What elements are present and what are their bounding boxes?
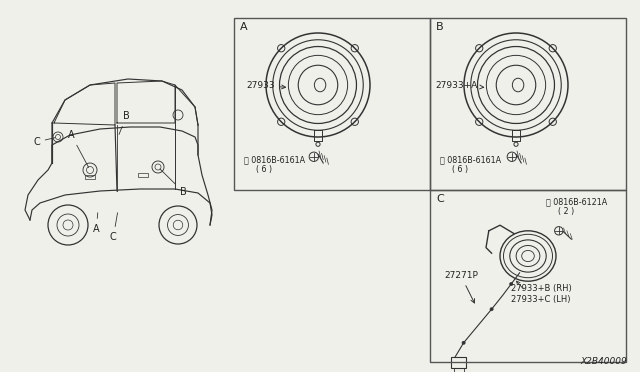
Bar — [454, 368, 463, 372]
Text: ( 2 ): ( 2 ) — [558, 207, 574, 216]
Text: C: C — [33, 137, 55, 147]
Text: C: C — [110, 213, 118, 242]
Text: ( 6 ): ( 6 ) — [452, 165, 468, 174]
Bar — [138, 173, 148, 177]
Circle shape — [159, 206, 197, 244]
Text: Ⓢ 0816B-6161A: Ⓢ 0816B-6161A — [244, 155, 305, 164]
Text: B: B — [119, 111, 130, 134]
Text: B: B — [160, 169, 187, 197]
Text: X2B40009: X2B40009 — [580, 357, 627, 366]
Text: 27933+A: 27933+A — [435, 81, 484, 90]
Text: ( 6 ): ( 6 ) — [256, 165, 272, 174]
Bar — [451, 357, 467, 368]
Text: C: C — [436, 194, 444, 204]
Text: 27933+C (LH): 27933+C (LH) — [511, 295, 570, 304]
Text: B: B — [436, 22, 444, 32]
Text: 27933: 27933 — [246, 81, 285, 90]
Text: Ⓢ 0816B-6121A: Ⓢ 0816B-6121A — [546, 197, 607, 206]
Text: 27271P: 27271P — [444, 272, 478, 303]
Bar — [430, 18, 626, 190]
Text: A: A — [68, 130, 89, 167]
Circle shape — [48, 205, 88, 245]
Text: 27933+B (RH): 27933+B (RH) — [511, 284, 572, 293]
Text: A: A — [93, 213, 100, 234]
Bar — [85, 175, 95, 179]
Circle shape — [509, 282, 513, 286]
Circle shape — [490, 308, 493, 311]
Text: A: A — [240, 22, 248, 32]
Circle shape — [462, 341, 465, 344]
Bar — [234, 18, 430, 190]
Bar — [430, 190, 626, 362]
Text: Ⓢ 0816B-6161A: Ⓢ 0816B-6161A — [440, 155, 501, 164]
